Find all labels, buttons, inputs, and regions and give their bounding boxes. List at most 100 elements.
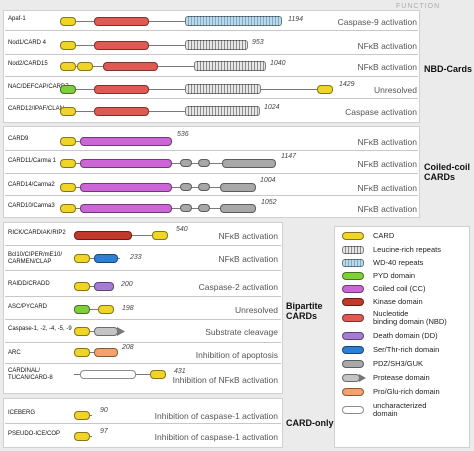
pro-glu-swatch-icon xyxy=(342,388,364,396)
legend-label-line2: domain xyxy=(373,409,398,418)
card-domain xyxy=(74,348,90,357)
protein-length: 1052 xyxy=(261,199,277,206)
protein-function: NFκB activation xyxy=(218,231,278,241)
card-domain xyxy=(60,107,76,116)
card-domain xyxy=(60,17,76,26)
card-domain xyxy=(77,62,93,71)
protein-length: 1147 xyxy=(281,153,297,160)
coiled-coil-domain xyxy=(80,204,172,213)
kinase-swatch-icon xyxy=(342,298,364,306)
card-domain xyxy=(60,137,76,146)
legend-label: Coiled coil (CC) xyxy=(373,284,426,293)
row-separator xyxy=(5,342,281,343)
protease-pointed-end-icon xyxy=(359,374,366,382)
death-domain xyxy=(94,282,114,291)
row-separator xyxy=(5,30,418,31)
card-domain xyxy=(74,282,90,291)
row-separator xyxy=(5,173,418,174)
bipartite-cards-panel xyxy=(3,222,283,394)
protein-length: 233 xyxy=(130,254,142,261)
sh3-domain xyxy=(198,183,210,191)
wd40-repeats-domain xyxy=(185,16,282,26)
protein-backbone xyxy=(60,45,248,46)
pyd-domain xyxy=(74,305,90,314)
guk-domain xyxy=(222,159,276,168)
legend-label: Death domain (DD) xyxy=(373,331,438,340)
pdz-domain xyxy=(180,159,192,167)
legend-label: PYD domain xyxy=(373,271,416,280)
nbd-domain xyxy=(103,62,158,71)
card-domain xyxy=(60,62,76,71)
protein-length: 536 xyxy=(177,131,189,138)
protein-name: CARD14/Carma2 xyxy=(8,182,55,188)
protein-name-line1: Bcl10/CIPER/mE10/ xyxy=(8,252,63,258)
coiled-coil-label-line2: CARDs xyxy=(424,172,456,182)
legend-label: WD-40 repeats xyxy=(373,258,424,267)
protein-length: 1194 xyxy=(288,16,304,23)
nbd-domain xyxy=(94,85,149,94)
protein-length: 198 xyxy=(122,305,134,312)
protein-name: CARD11/Carma 1 xyxy=(8,158,56,164)
card-domain xyxy=(317,85,333,94)
protein-backbone xyxy=(60,21,282,22)
protein-length: 1040 xyxy=(270,60,286,67)
row-separator xyxy=(5,76,418,77)
legend-label: Leucine-rich repeats xyxy=(373,245,441,254)
legend-label: Kinase domain xyxy=(373,297,423,306)
protein-length: 1429 xyxy=(339,81,355,88)
legend-label: Nucleotide binding domain (NBD) xyxy=(373,310,447,326)
pyd-domain xyxy=(60,85,76,94)
protein-function: Unresolved xyxy=(374,85,417,95)
protein-function: NFκB activation xyxy=(357,41,417,51)
card-domain xyxy=(60,41,76,50)
protein-length: 540 xyxy=(176,226,188,233)
pyd-swatch-icon xyxy=(342,272,364,280)
row-separator xyxy=(5,245,281,246)
pdz-domain xyxy=(180,204,192,212)
protein-name: Nod2/CARD15 xyxy=(8,61,48,67)
nbd-cards-label: NBD-Cards xyxy=(424,64,473,74)
protein-function: NFκB activation xyxy=(357,159,417,169)
death-domain-swatch-icon xyxy=(342,332,364,340)
coiled-coil-label-line1: Coiled-coil xyxy=(424,162,471,172)
row-separator xyxy=(5,54,418,55)
protease-domain xyxy=(94,327,118,336)
protein-name-line2: CARMEN/CLAP xyxy=(8,258,52,265)
leucine-rich-repeats-swatch-icon xyxy=(342,246,364,254)
coiled-coil-swatch-icon xyxy=(342,285,364,293)
card-domain xyxy=(98,305,114,314)
nbd-domain xyxy=(94,17,149,26)
nbd-domain xyxy=(94,41,149,50)
protein-function: Caspase-2 activation xyxy=(198,282,278,292)
protein-function: Unresolved xyxy=(235,305,278,315)
protein-name: NAC/DEFCAP/CARD7 xyxy=(8,84,69,90)
nbd-swatch-icon xyxy=(342,314,364,322)
protein-name: CARDINAL/ TUCAN/CARD-8 xyxy=(8,368,53,381)
card-only-label: CARD-only xyxy=(286,418,334,428)
protein-function: Caspase-9 activation xyxy=(337,17,417,27)
pro-glu-rich-domain xyxy=(94,348,118,357)
row-separator xyxy=(5,270,281,271)
protein-function: Inhibition of apoptosis xyxy=(195,350,278,360)
protein-name-line1: CARDINAL/ xyxy=(8,368,41,374)
row-separator xyxy=(5,363,281,364)
wd40-repeats-swatch-icon xyxy=(342,259,364,267)
protease-swatch-icon xyxy=(342,374,360,382)
guk-domain xyxy=(220,204,256,213)
coiled-coil-domain xyxy=(80,159,172,168)
protein-function: NFκB activation xyxy=(357,183,417,193)
protein-backbone xyxy=(74,309,114,310)
protein-length: 953 xyxy=(252,39,264,46)
protein-function: NFκB activation xyxy=(357,62,417,72)
protein-length: 431 xyxy=(174,368,186,375)
guk-domain xyxy=(220,183,256,192)
leucine-rich-repeats-domain xyxy=(185,84,261,94)
legend-label: Pro/Glu-rich domain xyxy=(373,387,440,396)
protein-length: 208 xyxy=(122,344,134,351)
row-separator xyxy=(5,150,418,151)
protein-name: Caspase-1, -2, -4, -5, -9 xyxy=(8,326,72,332)
card-domain xyxy=(152,231,168,240)
protein-name: RICK/CARDIAK/RIP2 xyxy=(8,230,66,236)
card-domain xyxy=(74,327,90,336)
nbd-domain xyxy=(94,107,149,116)
